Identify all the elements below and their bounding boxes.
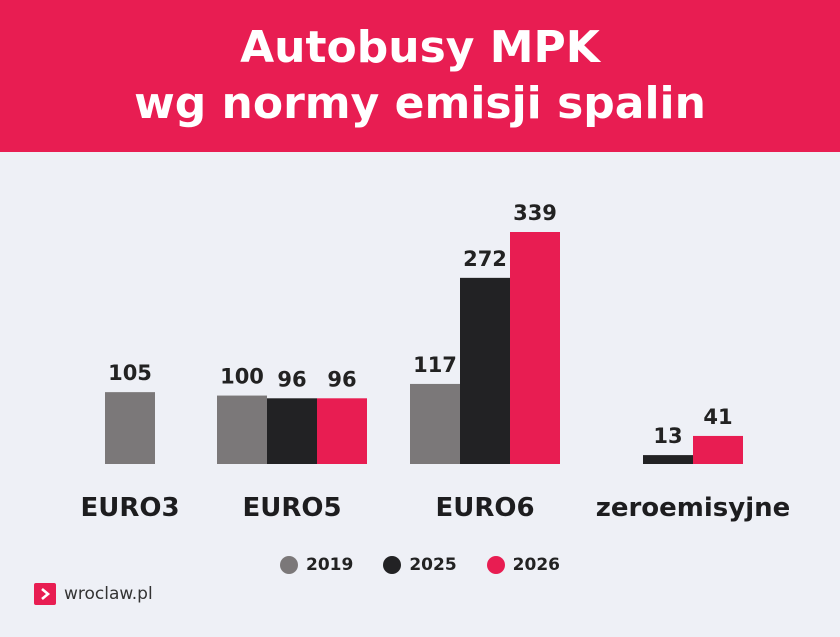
chart-title-line-2: wg normy emisji spalin [134, 78, 706, 129]
legend-item-2026: 2026 [486, 555, 560, 575]
data-label-euro3-2019: 105 [108, 361, 152, 385]
bar-zeroemisyjne-2025 [643, 455, 693, 464]
data-label-zeroemisyjne-2025: 13 [653, 424, 682, 448]
legend-label-2019: 2019 [306, 555, 354, 575]
legend-label-2026: 2026 [512, 555, 560, 575]
bar-euro3-2019 [105, 392, 155, 464]
header-banner: Autobusy MPK wg normy emisji spalin [0, 0, 840, 152]
bar-euro5-2025 [267, 398, 317, 464]
legend-swatch-2026 [486, 556, 505, 574]
chart-title-line-1: Autobusy MPK [240, 22, 600, 73]
bar-euro5-2019 [217, 395, 267, 464]
data-label-euro6-2026: 339 [513, 201, 557, 225]
brand-text: wroclaw.pl [64, 584, 153, 604]
category-label-euro3: EURO3 [80, 493, 179, 523]
bar-euro5-2026 [317, 398, 367, 464]
bar-zeroemisyjne-2026 [693, 435, 743, 464]
bar-euro6-2026 [510, 232, 560, 464]
legend-swatch-2019 [280, 556, 298, 574]
legend-item-2025: 2025 [383, 555, 457, 575]
legend-item-2019: 2019 [280, 555, 353, 575]
data-label-euro6-2019: 117 [413, 353, 457, 377]
brand-footer[interactable]: wroclaw.pl [34, 583, 153, 605]
legend-label-2025: 2025 [409, 555, 457, 575]
legend: 2019 2025 2026 [0, 552, 840, 578]
category-label-euro6: EURO6 [435, 493, 534, 523]
data-label-zeroemisyjne-2026: 41 [703, 405, 732, 429]
data-label-euro5-2019: 100 [220, 365, 264, 389]
category-label-euro5: EURO5 [242, 493, 341, 523]
category-label-zeroemisyjne: zeroemisyjne [596, 493, 791, 523]
data-label-euro5-2026: 96 [327, 367, 356, 391]
data-label-euro6-2025: 272 [463, 247, 507, 271]
bar-euro6-2019 [410, 383, 460, 464]
legend-swatch-2025 [383, 556, 402, 574]
chevron-right-icon [34, 583, 56, 605]
data-label-euro5-2025: 96 [277, 367, 306, 391]
bar-euro6-2025 [460, 277, 510, 464]
